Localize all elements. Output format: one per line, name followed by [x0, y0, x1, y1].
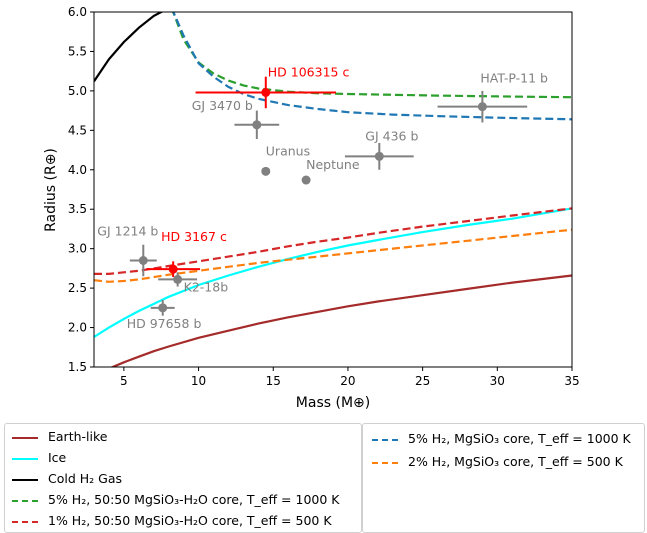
y-tick-label: 2.0 — [68, 321, 87, 335]
legend-swatch — [372, 439, 398, 441]
point-label: GJ 3470 b — [192, 98, 253, 113]
legend-swatch — [12, 479, 38, 481]
y-tick-label: 6.0 — [68, 5, 87, 19]
curve-4 — [94, 207, 572, 275]
x-tick-label: 25 — [415, 374, 430, 388]
x-tick-label: 15 — [266, 374, 281, 388]
legend-label: Ice — [48, 450, 67, 465]
y-axis-ticks: 1.5 2.0 2.5 3.0 3.5 4.0 4.5 5.0 5.5 6.0 — [68, 5, 94, 374]
point-label: HAT-P-11 b — [480, 71, 548, 86]
point-marker — [168, 264, 178, 274]
point-k2-18b: K2-18b — [158, 272, 228, 294]
point-gj-436-b: GJ 436 b — [344, 128, 418, 170]
y-tick-label: 4.0 — [68, 163, 87, 177]
x-tick-label: 5 — [120, 374, 128, 388]
legend-right — [362, 423, 645, 533]
legend-swatch — [12, 521, 38, 523]
curve-2 — [94, 12, 164, 83]
point-marker — [477, 102, 487, 112]
y-tick-label: 3.0 — [68, 242, 87, 256]
point-uranus: Uranus — [261, 143, 310, 176]
legend-swatch — [372, 462, 398, 464]
planet-points: HD 106315 c HD 3167 c HAT-P-11 b GJ 3470 b G… — [97, 64, 548, 330]
legend-swatch — [12, 500, 38, 502]
x-tick-label: 35 — [564, 374, 579, 388]
legend-label: 5% H₂, MgSiO₃ core, T_eff = 1000 K — [408, 431, 631, 446]
x-tick-label: 10 — [191, 374, 206, 388]
y-tick-label: 5.0 — [68, 84, 87, 98]
point-label: Neptune — [306, 157, 360, 172]
y-tick-label: 3.5 — [68, 202, 87, 216]
legend-label: 2% H₂, MgSiO₃ core, T_eff = 500 K — [408, 454, 623, 469]
y-tick-label: 1.5 — [68, 360, 87, 374]
point-marker — [261, 87, 271, 97]
point-marker — [158, 303, 168, 313]
point-label: GJ 436 b — [365, 128, 418, 143]
point-label: HD 106315 c — [268, 64, 350, 79]
legend-swatch — [12, 437, 38, 439]
point-neptune: Neptune — [301, 157, 360, 185]
point-label: Uranus — [266, 143, 310, 158]
point-label: K2-18b — [184, 279, 229, 294]
y-tick-label: 4.5 — [68, 123, 87, 137]
plot-frame — [93, 11, 573, 368]
point-hd-97658-b: HD 97658 b — [127, 299, 202, 331]
point-label: HD 3167 c — [161, 229, 227, 244]
point-hat-p-11-b: HAT-P-11 b — [437, 71, 548, 123]
x-tick-label: 20 — [340, 374, 355, 388]
legend-label: 1% H₂, 50:50 MgSiO₃-H₂O core, T_eff = 50… — [48, 513, 332, 528]
point-marker — [301, 175, 311, 185]
legend-label: Cold H₂ Gas — [48, 471, 122, 486]
legend-left — [4, 423, 362, 533]
point-label: HD 97658 b — [127, 316, 202, 331]
curve-1 — [94, 207, 572, 338]
curve-6 — [94, 228, 572, 283]
model-curves — [94, 12, 572, 367]
point-marker — [374, 151, 384, 161]
point-hd-3167-c: HD 3167 c — [146, 229, 227, 278]
legend-label: Earth-like — [48, 429, 108, 444]
point-label: GJ 1214 b — [97, 224, 158, 239]
y-tick-label: 2.5 — [68, 281, 87, 295]
point-marker — [252, 120, 262, 130]
point-marker — [138, 256, 148, 265]
curve-5 — [172, 12, 572, 121]
x-tick-label: 30 — [490, 374, 505, 388]
legend-label: 5% H₂, 50:50 MgSiO₃-H₂O core, T_eff = 10… — [48, 492, 340, 507]
y-tick-label: 5.5 — [68, 44, 87, 58]
point-gj-1214-b: GJ 1214 b — [97, 224, 158, 277]
point-hd-106315-c: HD 106315 c — [195, 64, 350, 109]
curve-0 — [109, 274, 572, 367]
legend-swatch — [12, 458, 38, 460]
point-marker — [173, 274, 183, 284]
point-marker — [261, 166, 271, 176]
point-gj-3470-b: GJ 3470 b — [192, 98, 280, 140]
x-axis-title: Mass (M⊕) — [296, 395, 370, 411]
x-axis-ticks: 5 10 15 20 25 30 35 — [120, 367, 580, 388]
y-axis-title: Radius (R⊕) — [43, 148, 59, 232]
